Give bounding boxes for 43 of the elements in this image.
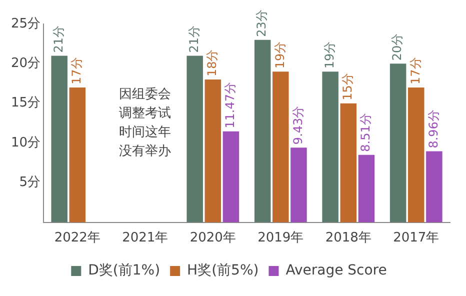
data-label: 15分 xyxy=(340,73,355,100)
data-label: 18分 xyxy=(205,49,220,77)
bar xyxy=(272,72,289,222)
x-tick-label: 2018年 xyxy=(325,230,372,246)
data-label: 21分 xyxy=(186,25,201,53)
y-tick-label: 25分 xyxy=(10,16,41,32)
bar xyxy=(290,148,307,222)
legend-label: Average Score xyxy=(286,262,387,279)
bar xyxy=(222,131,240,222)
bar xyxy=(408,87,424,222)
y-tick-label: 15分 xyxy=(10,96,41,111)
data-label: 17分 xyxy=(70,57,84,84)
bar xyxy=(254,40,271,222)
data-label: 8.51分 xyxy=(358,113,373,152)
x-tick-label: 2021年 xyxy=(122,230,168,246)
data-label: 9.43分 xyxy=(290,106,305,145)
bar xyxy=(390,64,406,222)
x-tick-label: 2019年 xyxy=(258,230,304,246)
bar xyxy=(186,56,203,222)
x-tick-label: 2022年 xyxy=(54,230,100,246)
data-label: 19分 xyxy=(322,41,336,69)
y-tick-label: 10分 xyxy=(10,135,41,150)
bar xyxy=(322,72,338,222)
bar xyxy=(426,151,442,222)
y-tick-label: 5分 xyxy=(19,175,41,190)
data-label: 20分 xyxy=(390,33,404,61)
bar xyxy=(51,56,68,222)
data-label: 17分 xyxy=(408,57,422,84)
legend-label: D奖(前1%) xyxy=(88,262,160,279)
bar xyxy=(340,103,357,222)
bar xyxy=(358,154,375,222)
legend-label: H奖(前5%) xyxy=(187,262,259,279)
data-label: 23分 xyxy=(254,10,269,37)
annotation: 因组委会调整考试时间这年没有举办 xyxy=(119,87,172,160)
x-tick-label: 2017年 xyxy=(393,230,440,246)
data-label: 21分 xyxy=(51,25,66,53)
x-tick-label: 2020年 xyxy=(190,230,236,246)
data-label: 11.47分 xyxy=(223,82,238,128)
bar xyxy=(204,80,222,222)
y-tick-label: 20分 xyxy=(10,56,41,72)
data-label: 8.96分 xyxy=(426,110,440,148)
bar xyxy=(69,87,86,222)
data-label: 19分 xyxy=(272,41,287,69)
